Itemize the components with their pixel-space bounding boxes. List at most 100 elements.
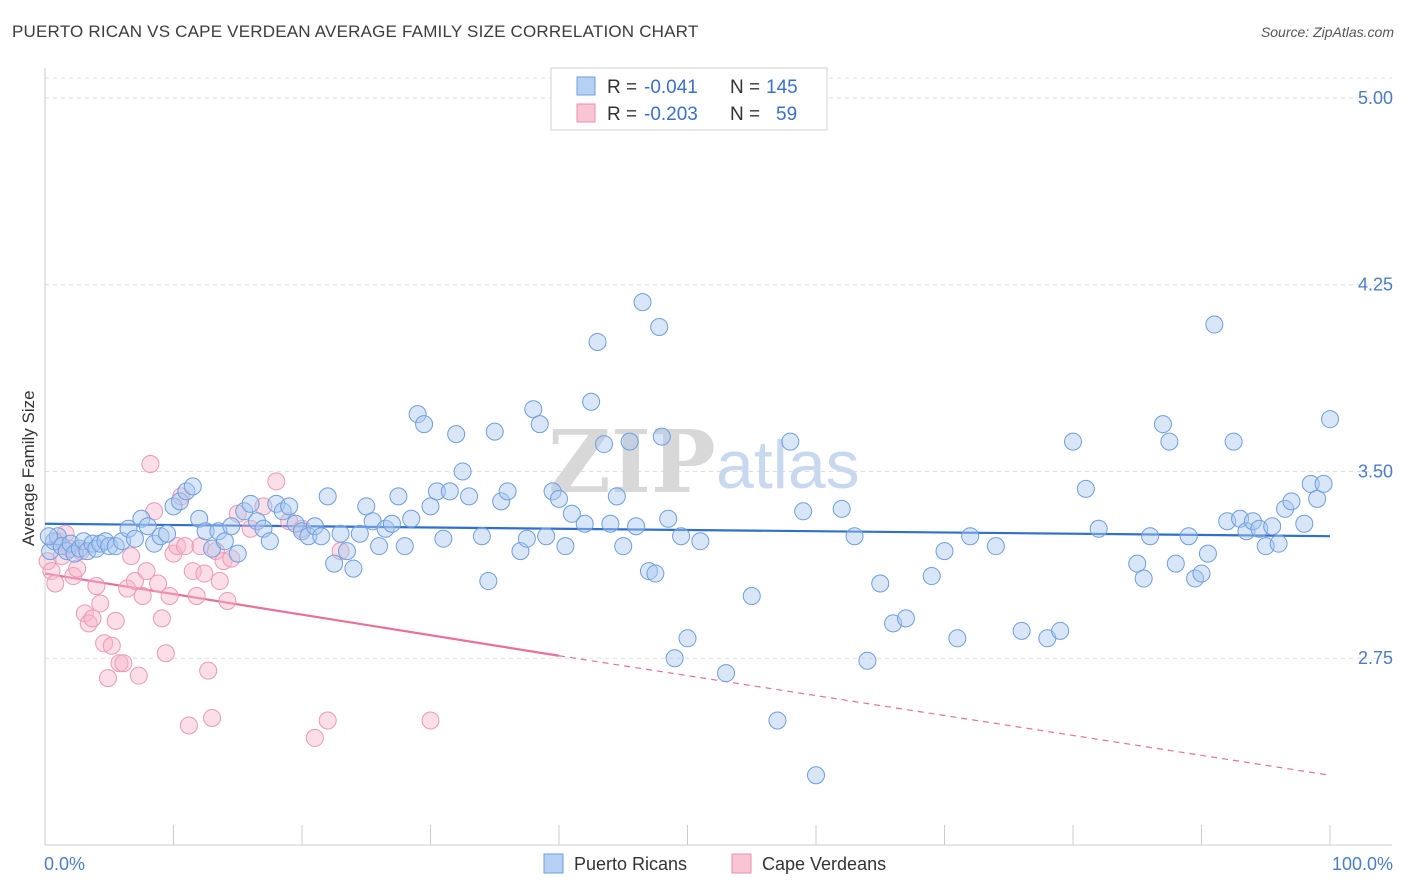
data-point-puerto-rican (858, 651, 877, 670)
data-point-puerto-rican (652, 427, 671, 446)
data-point-cape-verdean (46, 574, 65, 593)
data-point-puerto-rican (1243, 512, 1262, 531)
data-point-puerto-rican (1314, 474, 1333, 493)
data-point-puerto-rican (1192, 564, 1211, 583)
data-point-puerto-rican (440, 482, 459, 501)
data-point-puerto-rican (492, 492, 511, 511)
legend-n-label: N = (730, 77, 760, 98)
data-point-puerto-rican (408, 405, 427, 424)
legend-swatch-puerto-rican (576, 76, 596, 96)
data-point-puerto-rican (260, 532, 279, 551)
data-point-puerto-rican (1012, 621, 1031, 640)
data-point-puerto-rican (299, 527, 318, 546)
data-point-puerto-rican (1321, 410, 1339, 429)
data-point-puerto-rican (1076, 479, 1095, 498)
data-point-cape-verdean (318, 711, 337, 730)
data-point-puerto-rican (1064, 432, 1082, 451)
data-point-cape-verdean (106, 611, 125, 630)
data-point-puerto-rican (550, 489, 568, 508)
cape-verdean-points (38, 454, 440, 747)
data-point-cape-verdean (199, 661, 218, 680)
data-point-puerto-rican (691, 532, 710, 551)
trend-line-cape-verdean (44, 572, 560, 657)
data-point-puerto-rican (807, 766, 825, 785)
puerto-rican-points (39, 293, 1339, 785)
data-point-puerto-rican (215, 532, 234, 551)
data-point-cape-verdean (102, 636, 121, 655)
data-point-cape-verdean (137, 562, 156, 581)
data-point-puerto-rican (1179, 527, 1198, 546)
data-point-puerto-rican (331, 524, 350, 543)
y-tick-label: 5.00 (1358, 88, 1393, 108)
data-point-puerto-rican (781, 432, 800, 451)
source-label: Source: ZipAtlas.com (1260, 24, 1394, 40)
data-point-cape-verdean (156, 644, 175, 663)
watermark-atlas: atlas (716, 427, 860, 503)
data-point-puerto-rican (524, 400, 543, 419)
data-point-puerto-rican (402, 509, 421, 528)
data-point-puerto-rican (132, 509, 151, 528)
data-point-puerto-rican (659, 509, 678, 528)
data-point-cape-verdean (114, 654, 133, 673)
data-point-puerto-rican (241, 494, 260, 513)
data-point-puerto-rican (594, 435, 613, 454)
data-point-puerto-rican (1134, 569, 1153, 588)
data-point-puerto-rican (472, 527, 491, 546)
legend-n-label: N = (730, 104, 760, 125)
data-point-puerto-rican (337, 542, 356, 561)
data-point-puerto-rican (742, 586, 761, 605)
data-point-puerto-rican (389, 487, 408, 506)
legend: R = -0.041 N = 145 R = -0.203 N = 59 (550, 67, 828, 131)
data-point-puerto-rican (447, 425, 466, 444)
data-point-cape-verdean (195, 564, 214, 583)
data-point-puerto-rican (1295, 514, 1314, 533)
data-point-puerto-rican (453, 462, 472, 481)
data-point-cape-verdean (152, 609, 171, 628)
data-point-puerto-rican (312, 527, 331, 546)
data-point-puerto-rican (286, 514, 305, 533)
data-point-cape-verdean (176, 537, 195, 556)
data-point-puerto-rican (1128, 554, 1147, 573)
y-tick-label: 4.25 (1358, 275, 1393, 295)
data-point-puerto-rican (1301, 474, 1320, 493)
data-point-cape-verdean (305, 728, 324, 747)
data-point-puerto-rican (1198, 544, 1217, 563)
legend-r-value: -0.041 (644, 77, 698, 98)
data-point-puerto-rican (1269, 534, 1288, 553)
data-point-cape-verdean (98, 669, 117, 688)
data-point-puerto-rican (235, 502, 254, 521)
data-point-puerto-rican (948, 629, 967, 648)
data-point-cape-verdean (218, 591, 237, 610)
legend-r-label: R = (607, 104, 637, 125)
data-point-puerto-rican (318, 487, 337, 506)
data-point-puerto-rican (357, 497, 376, 516)
data-point-cape-verdean (118, 579, 137, 598)
legend-box (550, 67, 828, 131)
data-point-cape-verdean (168, 537, 187, 556)
data-point-puerto-rican (871, 574, 890, 593)
y-axis-title: Average Family Size (19, 390, 38, 546)
data-point-puerto-rican (582, 392, 601, 411)
data-point-puerto-rican (543, 482, 562, 501)
data-point-puerto-rican (460, 487, 479, 506)
data-point-puerto-rican (650, 318, 669, 337)
data-point-puerto-rican (614, 537, 633, 556)
data-point-puerto-rican (768, 711, 787, 730)
bottom-legend-cape-verdeans: Cape Verdeans (762, 854, 886, 874)
legend-r-value: -0.203 (644, 104, 698, 125)
axes (44, 68, 1392, 846)
x-tick-label-start: 0.0% (44, 854, 85, 874)
data-point-puerto-rican (665, 649, 684, 668)
data-point-puerto-rican (382, 514, 401, 533)
data-point-cape-verdean (91, 594, 110, 613)
data-point-puerto-rican (601, 514, 620, 533)
data-point-puerto-rican (562, 504, 581, 523)
chart-title: PUERTO RICAN VS CAPE VERDEAN AVERAGE FAM… (12, 22, 699, 41)
data-point-puerto-rican (39, 527, 58, 546)
data-point-puerto-rican (421, 497, 440, 516)
data-point-puerto-rican (1224, 432, 1243, 451)
data-point-puerto-rican (896, 609, 915, 628)
data-point-cape-verdean (83, 609, 102, 628)
data-point-cape-verdean (129, 666, 148, 685)
data-point-puerto-rican (646, 564, 665, 583)
